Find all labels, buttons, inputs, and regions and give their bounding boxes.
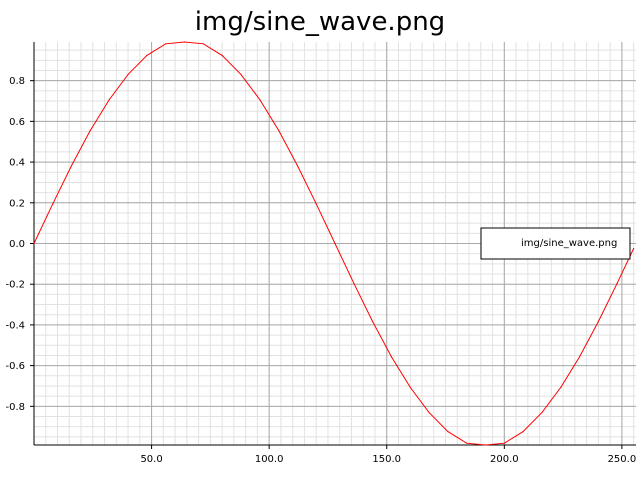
data-point — [522, 431, 524, 433]
data-point — [165, 43, 167, 45]
data-point — [353, 282, 355, 284]
x-axis-ticks: 50.0 100.0 150.0 200.0 250.0 — [140, 445, 636, 465]
data-point — [71, 164, 73, 167]
data-point — [296, 164, 298, 167]
data-point — [127, 73, 129, 75]
data-point — [484, 444, 487, 446]
data-point — [315, 203, 317, 205]
data-point — [52, 203, 54, 205]
y-tick-label: 0.8 — [9, 76, 25, 87]
data-point — [466, 442, 468, 444]
data-point — [560, 386, 562, 388]
data-point — [89, 129, 91, 131]
data-point — [240, 73, 242, 75]
series-layer — [33, 41, 635, 446]
legend-box — [480, 227, 631, 260]
x-tick-label: 150.0 — [372, 454, 401, 465]
data-point — [221, 54, 223, 57]
y-tick-label: 0.0 — [9, 239, 25, 250]
data-point — [183, 41, 186, 43]
data-point — [202, 43, 204, 45]
data-point — [616, 282, 618, 284]
legend: img/sine_wave.png — [480, 227, 631, 260]
y-tick-label: -0.6 — [5, 361, 25, 372]
data-point — [428, 412, 430, 414]
x-tick-label: 100.0 — [255, 454, 284, 465]
y-tick-label: -0.8 — [5, 402, 25, 413]
data-point — [372, 320, 374, 323]
y-tick-label: 0.4 — [9, 158, 25, 169]
data-point — [503, 442, 505, 444]
x-tick-label: 250.0 — [608, 454, 637, 465]
data-point — [33, 242, 35, 245]
data-point — [390, 356, 392, 358]
chart-title: img/sine_wave.png — [194, 7, 446, 37]
y-tick-label: 0.6 — [9, 117, 25, 128]
legend-label: img/sine_wave.png — [521, 238, 617, 249]
data-point — [597, 320, 600, 323]
y-axis-ticks: 0.8 0.6 0.4 0.2 0.0 -0.2 -0.4 -0.6 -0.8 — [5, 76, 34, 413]
data-point — [541, 412, 543, 414]
y-tick-label: 0.2 — [9, 198, 25, 209]
data-point — [146, 54, 148, 57]
data-point — [259, 99, 261, 101]
data-point — [334, 242, 336, 245]
data-point — [633, 248, 635, 250]
data-point — [447, 431, 449, 433]
y-tick-label: -0.4 — [5, 320, 25, 331]
y-tick-label: -0.2 — [5, 280, 25, 291]
data-point — [409, 386, 411, 388]
data-point — [579, 356, 581, 358]
data-point — [108, 99, 110, 101]
x-tick-label: 200.0 — [490, 454, 519, 465]
data-point — [278, 129, 280, 131]
x-tick-label: 50.0 — [140, 454, 162, 465]
